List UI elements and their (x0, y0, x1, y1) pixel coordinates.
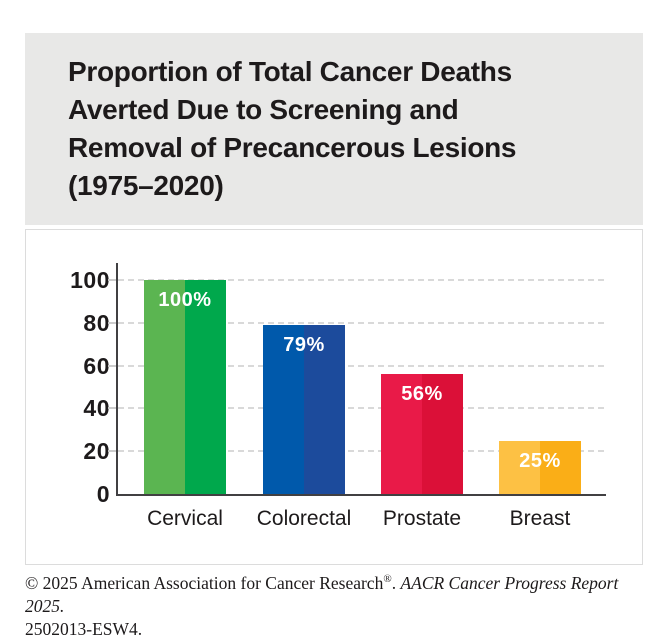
y-tick-mark-40 (108, 407, 116, 410)
footer-period: . (391, 573, 401, 593)
y-tick-mark-80 (108, 321, 116, 324)
gridline-20 (118, 450, 604, 453)
footer-report-title: AACR Cancer Progress Report 2025. (25, 573, 619, 616)
gridline-80 (118, 321, 604, 324)
gridline-100 (118, 279, 604, 281)
title-panel: Proportion of Total Cancer Deaths Averted… (25, 33, 643, 225)
chart-panel: 0 20 40 60 80 100 100% 79% 56% 25% Cervical Color… (25, 229, 643, 565)
bar-colorectal: 79% (263, 324, 345, 494)
y-tick-mark-20 (108, 450, 116, 453)
bars-layer: 100% 79% 56% 25% (26, 230, 642, 564)
y-tick-label-60: 60 (83, 352, 110, 379)
y-axis-line (116, 263, 118, 496)
chart-title-line-4: (1975–2020) (68, 170, 224, 201)
y-tick-label-40: 40 (83, 395, 110, 422)
y-tick-mark-60 (108, 364, 116, 367)
y-tick-label-100: 100 (70, 267, 110, 293)
footer-line-2: 2502013-ESW4. (25, 619, 143, 639)
bar-value-colorectal: 79% (283, 333, 325, 356)
bar-breast: 25% (499, 440, 581, 494)
gridline-60 (118, 364, 604, 367)
chart-title-line-2: Averted Due to Screening and (68, 94, 459, 125)
bar-cervical: 100% (144, 280, 226, 494)
x-labels-layer: Cervical Colorectal Prostate Breast (26, 230, 642, 564)
y-tick-label-20: 20 (83, 438, 110, 465)
y-tick-label-0: 0 (96, 481, 110, 507)
x-axis-line (116, 494, 606, 496)
footer-copyright: © 2025 American Association for Cancer R… (25, 573, 384, 593)
footer-line-1: © 2025 American Association for Cancer R… (25, 572, 655, 618)
bar-prostate: 56% (381, 374, 463, 494)
y-tick-label-80: 80 (83, 309, 110, 336)
x-category-label-prostate: Prostate (382, 507, 462, 530)
bar-value-cervical: 100% (158, 289, 212, 311)
bar-value-breast: 25% (519, 449, 561, 472)
chart-title-line-3: Removal of Precancerous Lesions (68, 132, 517, 163)
chart-title-line-1: Proportion of Total Cancer Deaths (68, 56, 512, 87)
gridline-40 (118, 407, 604, 410)
registered-mark: ® (383, 573, 392, 586)
y-tick-mark-100 (108, 279, 116, 281)
x-category-label-cervical: Cervical (147, 507, 223, 530)
footer-citation: © 2025 American Association for Cancer R… (25, 572, 655, 641)
chart-title: Proportion of Total Cancer Deaths Averted… (68, 53, 625, 205)
x-category-label-breast: Breast (509, 507, 571, 530)
x-category-label-colorectal: Colorectal (256, 507, 352, 530)
bar-value-prostate: 56% (401, 383, 443, 406)
grid-layer: 0 20 40 60 80 100 (26, 230, 642, 564)
